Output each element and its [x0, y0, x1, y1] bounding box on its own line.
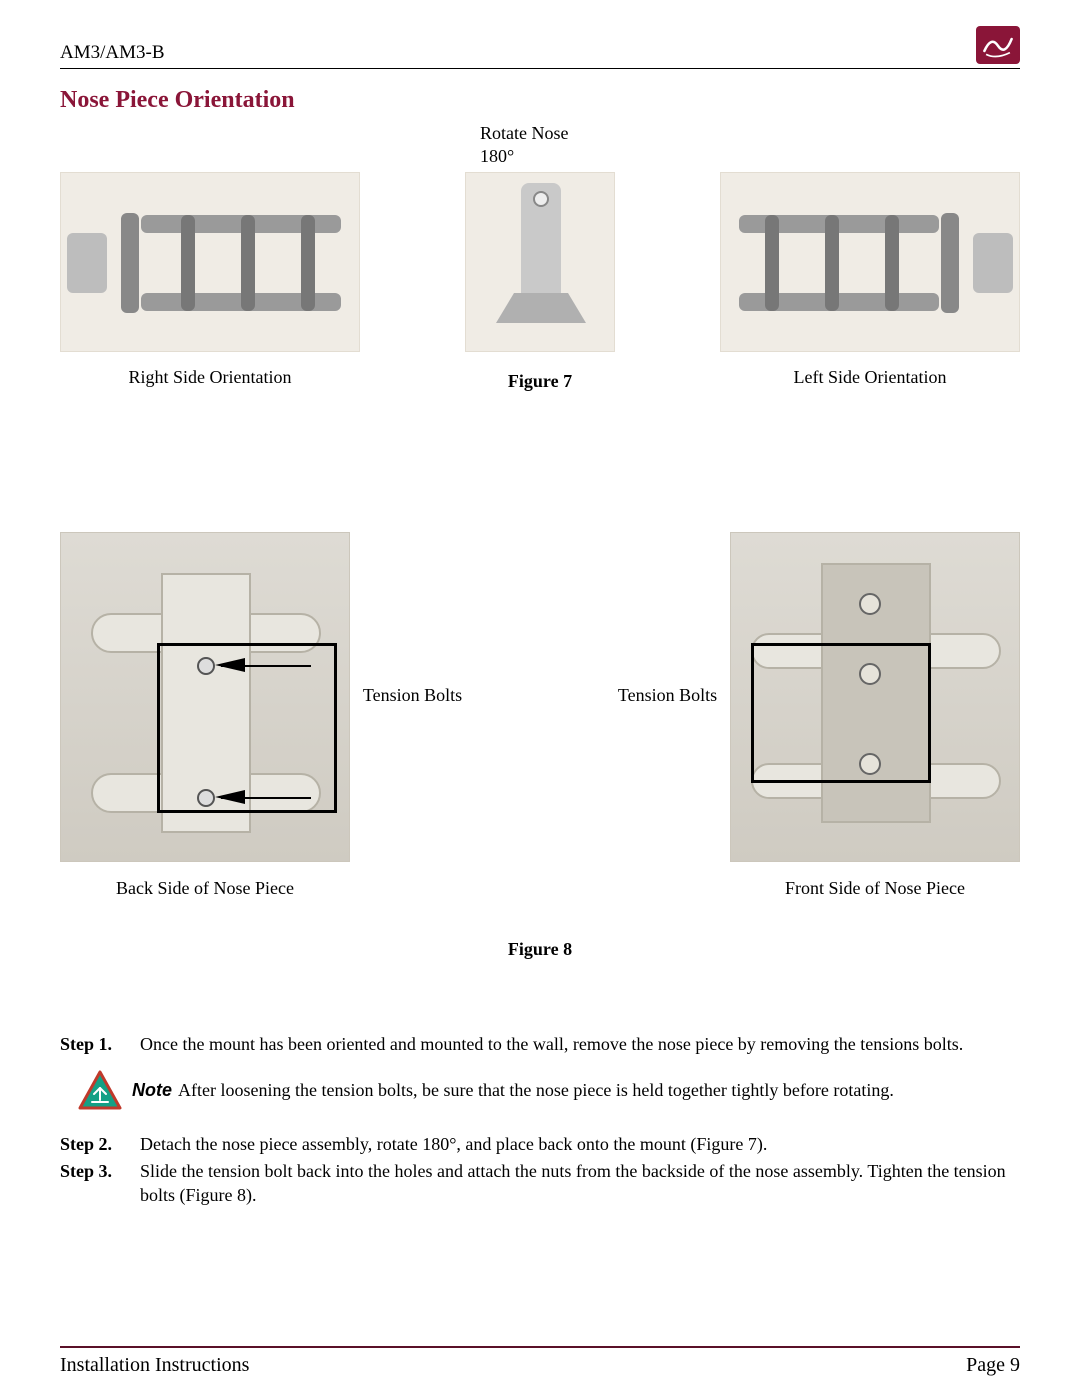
figure-8-label: Figure 8 [60, 939, 1020, 960]
back-side-nose-piece-photo [60, 532, 350, 862]
section-title: Nose Piece Orientation [60, 87, 1020, 114]
note-row: Note After loosening the tension bolts, … [78, 1070, 1020, 1110]
model-number: AM3/AM3-B [60, 42, 165, 64]
figure-8-block: Back Side of Nose Piece Tension Bolts Te… [60, 532, 1020, 952]
fig8-right-caption: Front Side of Nose Piece [730, 878, 1020, 899]
step-2-label: Step 2 [60, 1132, 140, 1156]
fig7-left-caption: Right Side Orientation [60, 367, 360, 388]
rotate-line1: Rotate Nose [480, 123, 568, 143]
tension-bolts-label-left: Tension Bolts [363, 685, 462, 706]
step-2-text: Detach the nose piece assembly, rotate 1… [140, 1132, 1020, 1156]
step-3-text: Slide the tension bolt back into the hol… [140, 1159, 1020, 1208]
left-side-orientation-diagram [720, 172, 1020, 352]
fig8-right-cell: Front Side of Nose Piece [730, 532, 1020, 899]
right-side-orientation-diagram [60, 172, 360, 352]
fig7-right-cell: Left Side Orientation [720, 172, 1020, 388]
step-1-label: Step 1 [60, 1032, 140, 1056]
rotate-nose-label: Rotate Nose 180° [480, 122, 568, 167]
fig8-left-cell: Back Side of Nose Piece [60, 532, 350, 899]
step-row: Step 3 Slide the tension bolt back into … [60, 1159, 1020, 1208]
note-text: After loosening the tension bolts, be su… [178, 1078, 894, 1102]
front-side-nose-piece-photo [730, 532, 1020, 862]
warning-icon [78, 1070, 122, 1110]
brand-logo [976, 26, 1020, 64]
step-row: Step 1 Once the mount has been oriented … [60, 1032, 1020, 1056]
rotate-nose-diagram [465, 172, 615, 352]
fig7-left-cell: Right Side Orientation [60, 172, 360, 388]
fig8-left-caption: Back Side of Nose Piece [60, 878, 350, 899]
footer-left: Installation Instructions [60, 1354, 249, 1377]
steps-list: Step 1 Once the mount has been oriented … [60, 1032, 1020, 1207]
fig7-right-caption: Left Side Orientation [720, 367, 1020, 388]
figure-7-label: Figure 7 [465, 371, 615, 392]
tension-bolts-label-right: Tension Bolts [618, 685, 717, 706]
footer-right: Page 9 [966, 1354, 1020, 1377]
fig7-mid-cell: Figure 7 [465, 172, 615, 392]
figure-7-block: Rotate Nose 180° Right Side Orientation [60, 122, 1020, 422]
step-row: Step 2 Detach the nose piece assembly, r… [60, 1132, 1020, 1156]
page-footer: Installation Instructions Page 9 [60, 1346, 1020, 1377]
step-1-text: Once the mount has been oriented and mou… [140, 1032, 1020, 1056]
page-header: AM3/AM3-B [60, 26, 1020, 69]
step-3-label: Step 3 [60, 1159, 140, 1208]
rotate-line2: 180° [480, 146, 514, 166]
note-label: Note [132, 1078, 172, 1102]
